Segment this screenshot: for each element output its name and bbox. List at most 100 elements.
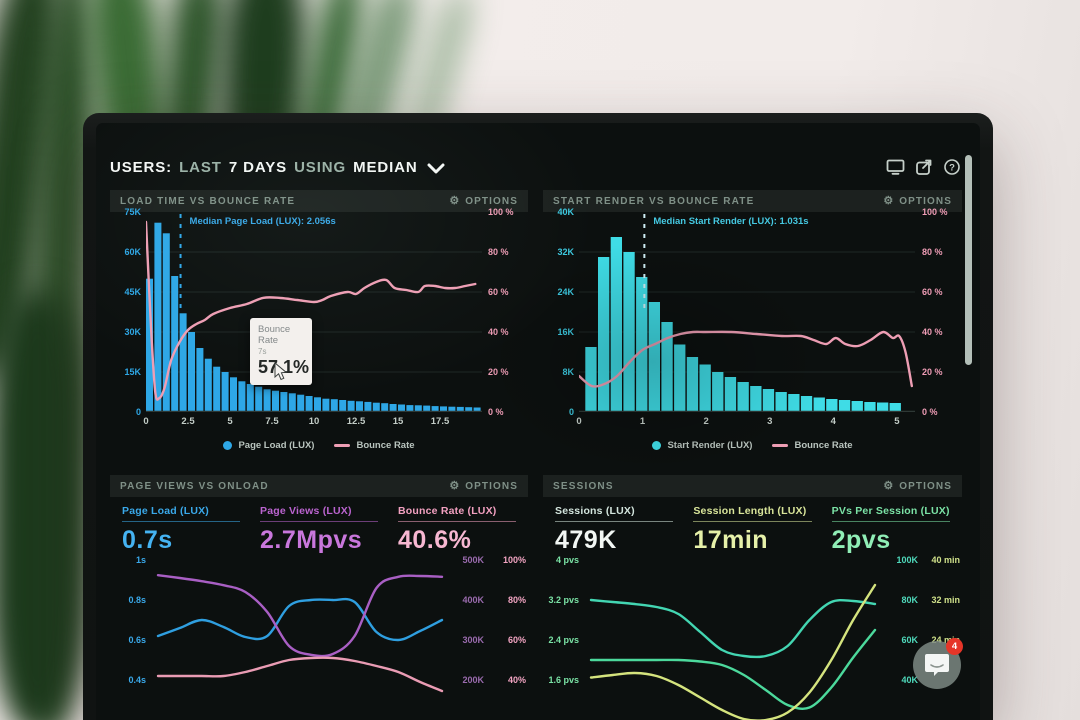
start_render-chart-canvas[interactable]	[579, 212, 915, 412]
chat-widget[interactable]: 4	[913, 638, 963, 689]
chart-area: 75K 60K 45K 30K 15K 0 Median Page Load (LUX): …	[110, 207, 528, 417]
plot-area: Median Start Render (LUX): 1.031s	[579, 212, 916, 412]
stat-block: Sessions (LUX) 479K	[545, 497, 683, 556]
median-annotation: Median Start Render (LUX): 1.031s	[653, 216, 809, 227]
axis-tick: 2.4 pvs	[548, 635, 579, 645]
load_time-chart-canvas[interactable]	[146, 212, 482, 412]
panel-header: LOAD TIME VS BOUNCE RATE ⚙ OPTIONS	[110, 190, 528, 212]
axis-tick: 1	[639, 416, 646, 427]
axis-tick: 5	[894, 416, 900, 427]
stat-value: 2pvs	[831, 526, 891, 554]
panel-header: START RENDER VS BOUNCE RATE ⚙ OPTIONS	[543, 190, 962, 212]
chart-tooltip: Bounce Rate 7s 57.1%	[250, 318, 312, 385]
sessions-chart-canvas[interactable]	[585, 560, 883, 720]
stat-underline	[260, 521, 378, 522]
axis-tick: 0.4s	[128, 675, 146, 685]
axis-tick: 8K	[562, 367, 574, 377]
axis-tick: 7.5	[265, 416, 279, 427]
stat-value: 2.7Mpvs	[260, 526, 363, 554]
help-icon[interactable]: ?	[944, 159, 960, 175]
y-axis-left: 1s 0.8s 0.6s 0.4s	[110, 555, 152, 720]
options-button[interactable]: ⚙ OPTIONS	[449, 479, 518, 492]
axis-tick: 60K	[124, 247, 141, 257]
axis-tick: 40K	[557, 207, 574, 217]
median-annotation: Median Page Load (LUX): 2.056s	[189, 216, 336, 227]
axis-tick: 60 %	[922, 287, 943, 297]
x-axis: 0 1 2 3 4 5	[543, 412, 962, 432]
stat-underline	[555, 521, 674, 522]
options-button[interactable]: ⚙ OPTIONS	[883, 479, 952, 492]
stat-block: Page Views (LUX) 2.7Mpvs	[250, 497, 388, 556]
gear-icon: ⚙	[449, 479, 461, 492]
title-part: MEDIAN	[353, 158, 418, 176]
axis-tick: 2	[703, 416, 709, 427]
axis-tick: 32K	[557, 247, 574, 257]
options-button[interactable]: ⚙ OPTIONS	[449, 194, 518, 207]
axis-tick: 80 %	[488, 247, 509, 257]
axis-tick: 1.6 pvs	[548, 675, 579, 685]
axis-tick: 80 %	[922, 247, 943, 257]
axis-tick: 16K	[557, 327, 574, 337]
y-axis-right-primary: 500K 400K 300K 200K	[450, 555, 486, 720]
axis-tick: 24K	[557, 287, 574, 297]
axis-tick: 100 %	[488, 207, 514, 217]
axis-tick: 60 %	[488, 287, 509, 297]
page_views-chart-canvas[interactable]	[152, 560, 450, 720]
panel-title: SESSIONS	[553, 480, 614, 492]
share-icon[interactable]	[916, 159, 933, 175]
axis-tick: 24 min	[931, 635, 960, 645]
stat-underline	[693, 521, 812, 522]
panel-sessions: SESSIONS ⚙ OPTIONS Sessions (LUX) 479K Ses…	[543, 475, 962, 720]
axis-tick: 15K	[124, 367, 141, 377]
legend: Start Render (LUX) Bounce Rate	[543, 432, 962, 458]
axis-tick: 5	[227, 416, 233, 427]
axis-tick: 1s	[135, 555, 146, 565]
chart-area: 4 pvs 3.2 pvs 2.4 pvs 1.6 pvs 100K 80K 60K 40K 4…	[543, 555, 962, 720]
chart-area: 40K 32K 24K 16K 8K 0 Median Start Render (LUX)…	[543, 207, 962, 417]
options-button[interactable]: ⚙ OPTIONS	[883, 194, 952, 207]
axis-tick: 0	[143, 416, 149, 427]
stat-block: PVs Per Session (LUX) 2pvs	[822, 497, 960, 556]
title-part: USING	[294, 158, 347, 176]
axis-tick: 80%	[507, 595, 526, 605]
scrollbar-thumb[interactable]	[965, 155, 972, 365]
axis-tick: 100%	[502, 555, 526, 565]
axis-tick: 4 pvs	[555, 555, 579, 565]
axis-tick: 0 %	[922, 407, 938, 417]
stat-label: PVs Per Session (LUX)	[831, 505, 950, 517]
stat-underline	[122, 521, 240, 522]
axis-tick: 300K	[462, 635, 484, 645]
plot-area	[585, 560, 884, 720]
display-icon[interactable]	[886, 159, 905, 175]
axis-tick: 40K	[901, 675, 918, 685]
stat-label: Page Views (LUX)	[260, 505, 352, 517]
title-part: USERS:	[110, 158, 173, 176]
y-axis-left: 4 pvs 3.2 pvs 2.4 pvs 1.6 pvs	[543, 555, 585, 720]
chevron-down-icon[interactable]	[427, 163, 445, 174]
axis-tick: 80K	[901, 595, 918, 605]
axis-tick: 75K	[124, 207, 141, 217]
page-title[interactable]: USERS: LAST 7 DAYS USING MEDIAN	[110, 159, 445, 176]
panel-load-time: LOAD TIME VS BOUNCE RATE ⚙ OPTIONS 75K 60…	[110, 190, 528, 460]
axis-tick: 200K	[462, 675, 484, 685]
stat-value: 0.7s	[122, 526, 173, 554]
legend-line-marker	[334, 443, 351, 447]
legend-line-marker	[772, 443, 789, 447]
y-axis-right-secondary: 40 min 32 min 24 min	[920, 555, 962, 720]
panel-title: LOAD TIME VS BOUNCE RATE	[120, 195, 296, 207]
svg-text:?: ?	[949, 162, 955, 173]
legend-item: Page Load (LUX)	[223, 440, 314, 451]
axis-tick: 10	[308, 416, 320, 427]
axis-tick: 40 min	[931, 555, 960, 565]
stat-value: 40.6%	[398, 526, 472, 554]
y-axis-right-secondary: 100% 80% 60% 40%	[486, 555, 528, 720]
axis-tick: 400K	[462, 595, 484, 605]
gear-icon: ⚙	[883, 194, 895, 207]
axis-tick: 4	[830, 416, 836, 427]
axis-tick: 2.5	[181, 416, 195, 427]
axis-tick: 17.5	[430, 416, 450, 427]
legend-label: Bounce Rate	[794, 439, 853, 451]
dashboard-screen: USERS: LAST 7 DAYS USING MEDIAN	[96, 123, 980, 720]
gear-icon: ⚙	[449, 194, 461, 207]
chat-unread-badge: 4	[946, 638, 963, 655]
